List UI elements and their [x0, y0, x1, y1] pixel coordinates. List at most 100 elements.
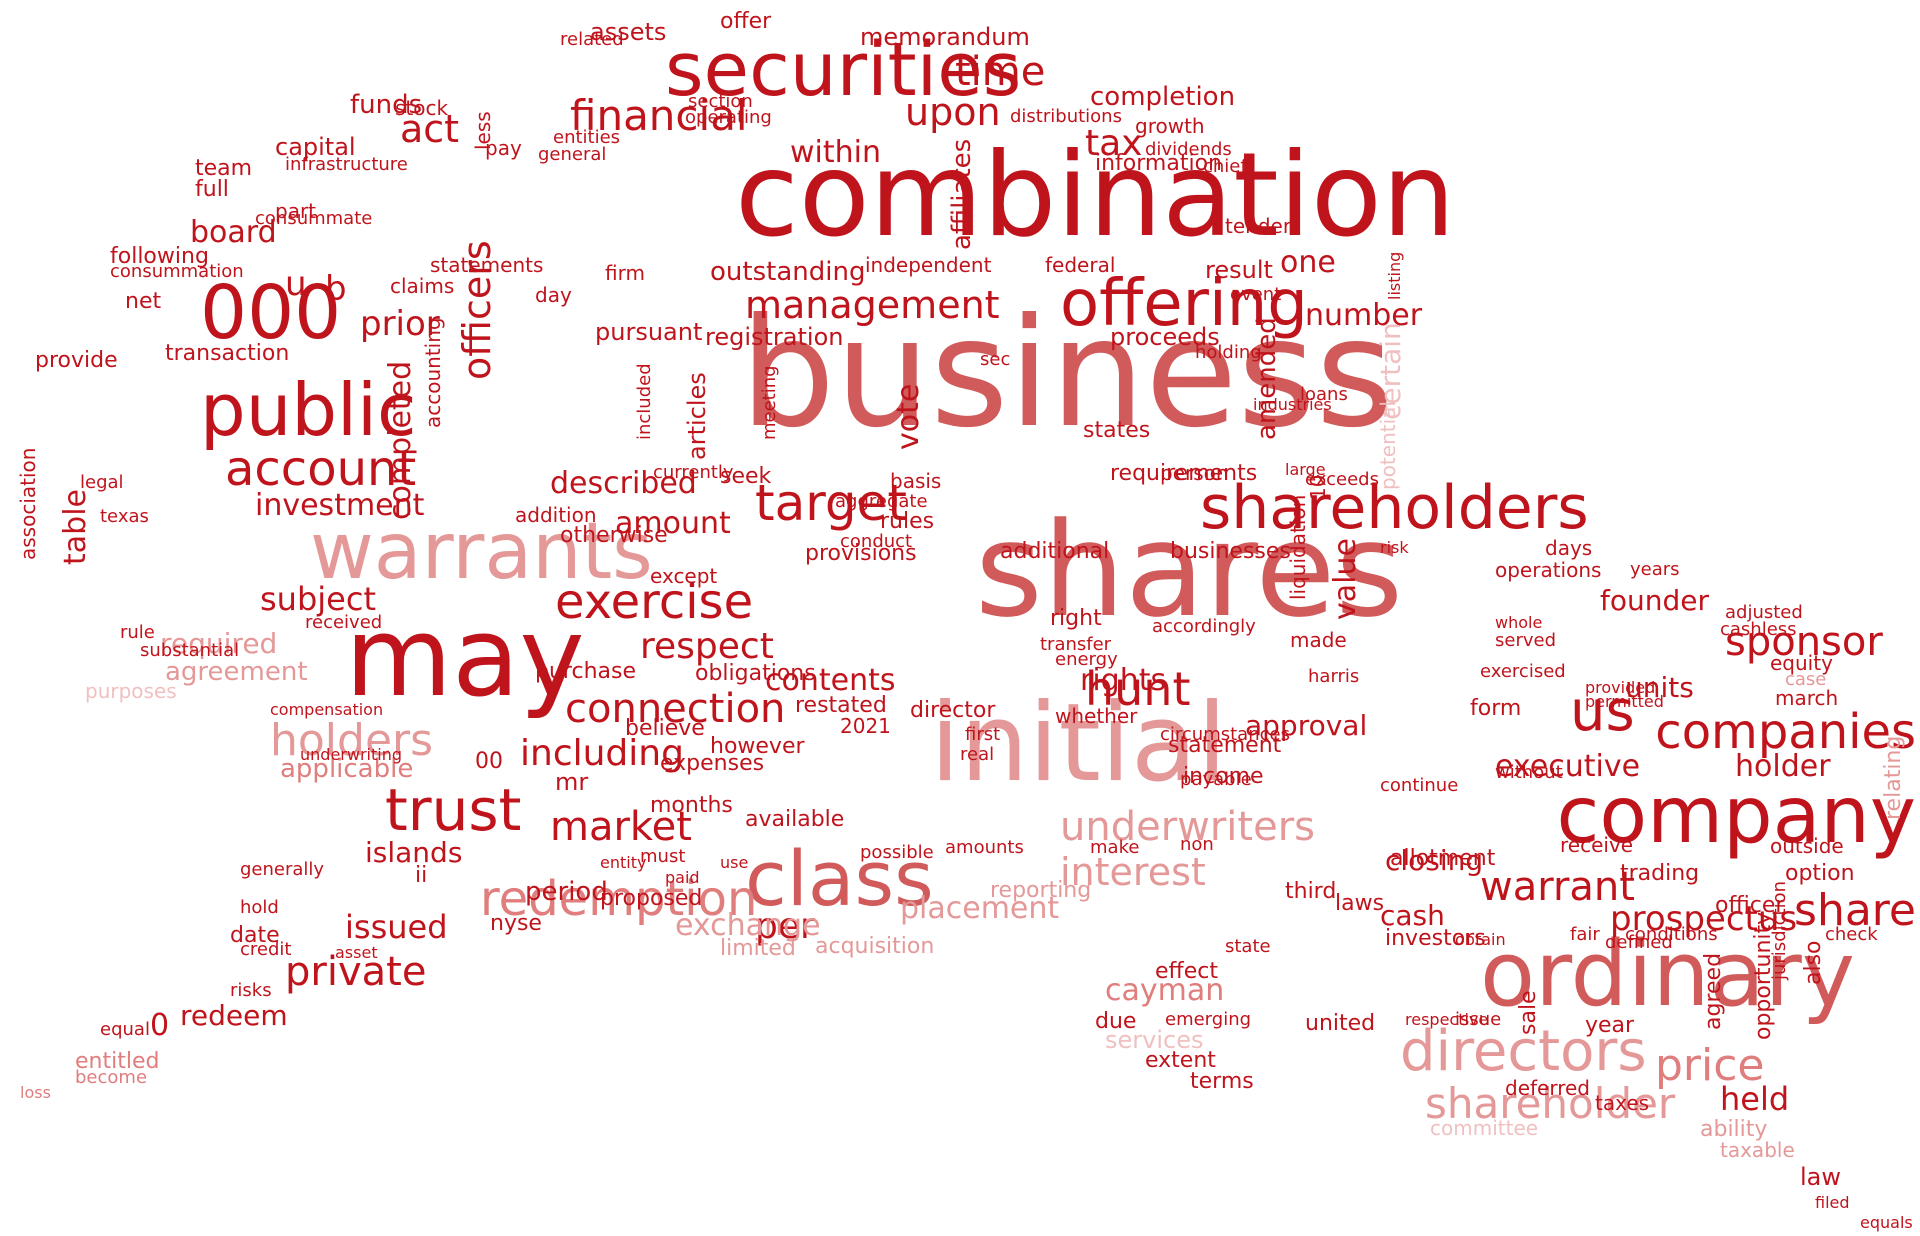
word: additional [1000, 539, 1109, 564]
word: amended [1252, 317, 1282, 440]
word: potential [1376, 401, 1400, 490]
word: companies [1655, 704, 1916, 760]
word: statements [430, 253, 543, 277]
word: otherwise [560, 523, 668, 548]
word: ordinary [1480, 922, 1855, 1027]
word: underwriting [300, 745, 402, 764]
word: full [195, 177, 229, 202]
word: except [650, 564, 717, 588]
word: interest [1060, 850, 1206, 894]
word: cashless [1720, 619, 1797, 640]
word: allotment [1390, 846, 1496, 871]
word: capital [275, 133, 356, 161]
word: founder [1600, 584, 1709, 617]
word: assets [590, 18, 666, 46]
word: described [550, 466, 697, 501]
word: risks [230, 980, 272, 1001]
word: purchase [535, 659, 636, 684]
word: may [345, 593, 585, 721]
word: completion [1090, 82, 1235, 112]
word: units [1625, 671, 1694, 704]
word: class [745, 834, 934, 923]
word: filed [1815, 1193, 1850, 1212]
word: exercise [555, 574, 753, 630]
word: required [160, 627, 277, 660]
word: holders [270, 715, 433, 766]
word: related [560, 29, 624, 50]
word: tender [1225, 214, 1292, 238]
word: texas [100, 506, 149, 527]
word: u [285, 264, 307, 304]
word: seek [720, 464, 772, 489]
word: claims [390, 274, 454, 298]
word: extent [1145, 1048, 1216, 1073]
word: without [1495, 762, 1563, 783]
word: sec [980, 349, 1010, 370]
word: affiliates [947, 139, 977, 250]
word: due [1095, 1009, 1136, 1034]
word: cayman [1105, 973, 1224, 1008]
word: provide [35, 348, 118, 373]
word: received [305, 612, 382, 633]
word: general [538, 144, 606, 165]
word: offer [720, 9, 772, 34]
word: officers [455, 240, 499, 380]
word: jurisdiction [1769, 881, 1790, 981]
word: first [965, 724, 1000, 745]
word: act [400, 107, 459, 151]
word: including [520, 733, 684, 774]
word: right [1050, 606, 1102, 631]
word: sponsor [1725, 619, 1883, 665]
word: harris [1308, 666, 1359, 687]
word: rule [120, 622, 155, 643]
word: states [1083, 418, 1150, 443]
word: company [1557, 771, 1917, 861]
word: day [535, 283, 572, 307]
word: pay [485, 136, 522, 160]
word: growth [1135, 114, 1205, 138]
word: industries [1253, 395, 1332, 414]
word: option [1785, 861, 1855, 886]
word: equals [1860, 1213, 1913, 1232]
word: date [230, 923, 280, 948]
word: paid [665, 868, 700, 887]
word: federal [1045, 253, 1115, 277]
word: limited [720, 936, 796, 961]
word: effect [1155, 959, 1218, 984]
word: director [910, 698, 996, 723]
word: credit [240, 939, 291, 960]
word: target [755, 474, 907, 532]
word: public [200, 368, 417, 452]
word: firm [605, 261, 645, 285]
word: whether [1055, 704, 1138, 728]
word: year [1585, 1013, 1635, 1038]
word: directors [1400, 1019, 1647, 1084]
word: approval [1245, 709, 1367, 742]
word: years [1630, 559, 1680, 580]
word: holder [1735, 749, 1831, 784]
word: services [1105, 1026, 1203, 1054]
word: ii [415, 863, 427, 888]
word: closing [1385, 844, 1483, 877]
word: receive [1560, 833, 1633, 857]
word: contents [765, 663, 896, 698]
word: provisions [805, 541, 917, 566]
word: energy [1055, 649, 1118, 670]
word: exceeds [1305, 469, 1379, 490]
word: non [1180, 834, 1214, 855]
word: must [640, 846, 685, 867]
word: event [1230, 284, 1281, 305]
word: entities [553, 127, 620, 148]
word: equity [1770, 651, 1833, 675]
word: chief [1203, 156, 1247, 177]
word: liquidation [1286, 495, 1310, 600]
word-cloud-words: business combination shares may initial … [16, 9, 1916, 1232]
word: stock [395, 96, 448, 120]
word: private [285, 949, 426, 995]
word: risk [1380, 538, 1409, 557]
word: price [1655, 1040, 1765, 1091]
word: rights [1080, 663, 1166, 698]
word: relating [1881, 736, 1906, 820]
word: conditions [1625, 924, 1718, 945]
word: use [720, 853, 748, 872]
